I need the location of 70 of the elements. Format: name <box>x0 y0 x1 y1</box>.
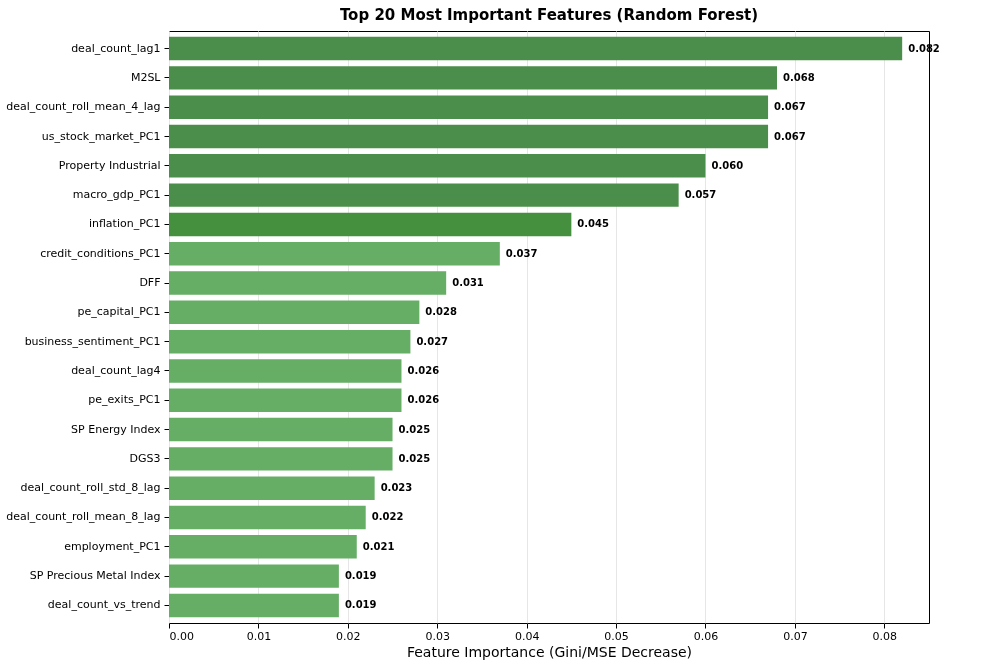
data-label: 0.067 <box>774 101 806 113</box>
y-tick-label: inflation_PC1 <box>88 217 161 231</box>
y-tick-label: SP Energy Index <box>71 422 161 436</box>
data-label: 0.026 <box>407 364 440 376</box>
x-tick-label: 0.07 <box>783 629 808 643</box>
y-tick-label: deal_count_vs_trend <box>47 598 161 612</box>
data-label: 0.068 <box>783 71 815 83</box>
y-tick-label: pe_capital_PC1 <box>77 305 161 319</box>
bar <box>169 242 500 266</box>
bar <box>169 447 393 471</box>
x-tick-label: 0.06 <box>693 629 719 643</box>
bar <box>169 95 769 119</box>
x-tick-label: 0.00 <box>169 629 194 643</box>
y-tick-label: DGS3 <box>129 451 161 465</box>
bar <box>169 271 447 295</box>
data-label: 0.045 <box>577 218 610 230</box>
y-tick-label: Property Industrial <box>58 158 161 172</box>
data-label: 0.067 <box>774 130 806 142</box>
x-tick-label: 0.02 <box>336 629 361 643</box>
y-tick-label: employment_PC1 <box>64 539 161 553</box>
y-tick-label: credit_conditions_PC1 <box>40 246 161 260</box>
x-tick-label: 0.08 <box>872 629 898 643</box>
x-tick-label: 0.04 <box>514 629 540 643</box>
y-tick-label: deal_count_roll_mean_8_lag <box>6 510 161 524</box>
y-tick-label: business_sentiment_PC1 <box>24 334 161 348</box>
bar <box>169 388 402 412</box>
data-label: 0.019 <box>344 570 377 582</box>
data-label: 0.025 <box>398 452 431 464</box>
y-tick-label: deal_count_lag1 <box>71 41 161 55</box>
bar <box>169 300 420 325</box>
x-axis-title: Feature Importance (Gini/MSE Decrease) <box>406 643 693 660</box>
bar <box>169 476 375 500</box>
data-label: 0.027 <box>416 335 449 347</box>
data-label: 0.031 <box>452 277 484 289</box>
y-tick-label: deal_count_roll_std_8_lag <box>20 481 161 495</box>
bar <box>169 535 357 559</box>
y-tick-label: macro_gdp_PC1 <box>72 188 161 202</box>
chart-title: Top 20 Most Important Features (Random Forest) <box>339 6 759 24</box>
bar <box>169 505 366 530</box>
data-label: 0.023 <box>380 482 413 494</box>
x-tick-label: 0.01 <box>246 629 272 643</box>
bar <box>169 36 903 61</box>
data-label: 0.026 <box>407 394 440 406</box>
y-tick-label: SP Precious Metal Index <box>29 569 161 583</box>
bar <box>169 593 339 618</box>
y-tick-label: M2SL <box>130 70 162 84</box>
data-label: 0.057 <box>684 189 717 201</box>
y-tick-label: us_stock_market_PC1 <box>41 129 161 143</box>
bar <box>169 66 777 90</box>
data-label: 0.025 <box>398 423 431 435</box>
bar <box>169 154 706 178</box>
data-label: 0.060 <box>711 159 744 171</box>
bar <box>169 183 679 207</box>
y-tick-label: deal_count_roll_mean_4_lag <box>6 100 161 114</box>
y-tick-label: deal_count_lag4 <box>71 363 161 377</box>
data-label: 0.019 <box>344 599 377 611</box>
bar <box>169 212 572 237</box>
data-label: 0.037 <box>505 247 538 259</box>
x-tick-label: 0.03 <box>425 629 450 643</box>
bar <box>169 359 402 383</box>
bar <box>169 417 393 442</box>
bar <box>169 329 411 354</box>
bar <box>169 124 769 149</box>
x-tick-label: 0.05 <box>604 629 629 643</box>
y-tick-label: DFF <box>139 276 161 290</box>
data-label: 0.022 <box>371 511 404 523</box>
data-label: 0.028 <box>425 306 458 318</box>
data-label: 0.021 <box>362 540 395 552</box>
y-tick-label: pe_exits_PC1 <box>88 393 161 407</box>
bar <box>169 564 339 588</box>
